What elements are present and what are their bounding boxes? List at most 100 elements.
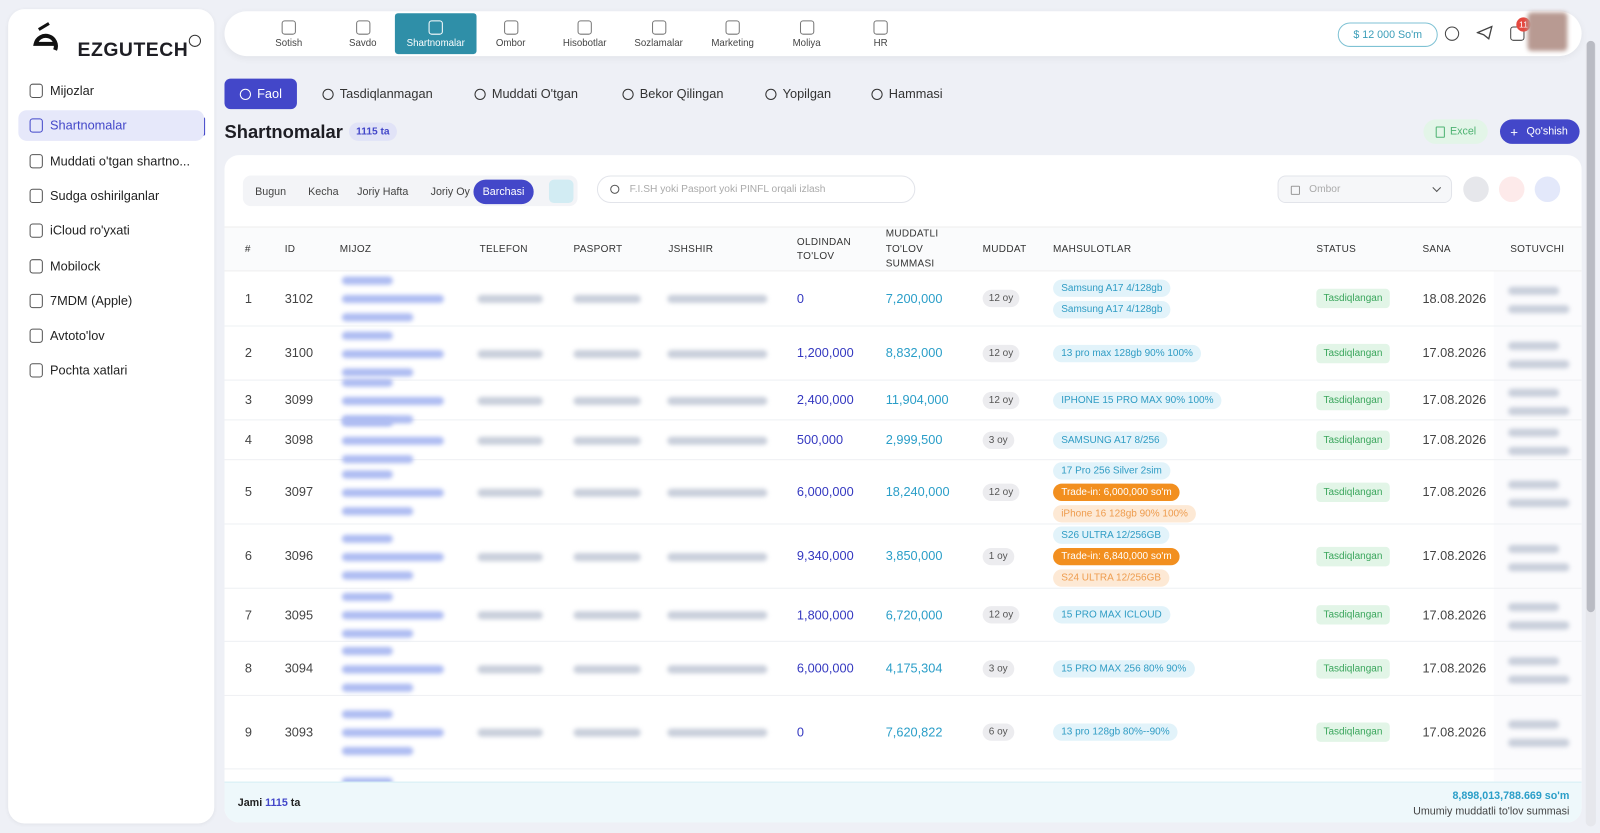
status-tab[interactable]: Faol <box>224 78 298 110</box>
menu-item[interactable]: Pochta xatlari <box>18 355 204 386</box>
table-row[interactable]: 2 3100 1,200,000 8,832,000 12 oy 13 pro max 1… <box>224 327 1582 381</box>
search-placeholder: F.I.SH yoki Pasport yoki PINFL orqali iz… <box>629 183 826 195</box>
menu-item[interactable]: Shartnomalar <box>18 110 205 142</box>
telegram-icon[interactable] <box>1476 25 1493 40</box>
trade-in-tag: Trade-in: 6,840,000 so'm <box>1053 547 1180 565</box>
theme-toggle[interactable] <box>1444 26 1460 41</box>
nav-label: Sozlamalar <box>634 37 683 49</box>
redacted-text <box>341 378 393 387</box>
icon <box>29 328 43 343</box>
contract-date: 17.08.2026 <box>1422 548 1487 564</box>
table-row[interactable]: 6 3096 9,340,000 3,850,000 1 oy S26 ULTRA 12/… <box>224 524 1582 589</box>
term-cell: 6 oy <box>982 696 1014 768</box>
products-cell: IPHONE 15 PRO MAX 90% 100% <box>1053 381 1222 420</box>
status-badge: Tasdiqlangan <box>1316 430 1390 450</box>
installment-amount: 2,999,500 <box>885 432 943 447</box>
contract-date: 17.08.2026 <box>1422 607 1487 622</box>
nav-item[interactable]: Marketing <box>692 13 774 54</box>
contract-date: 17.08.2026 <box>1422 432 1487 447</box>
refresh-button[interactable] <box>1534 176 1561 203</box>
redacted-text <box>341 611 444 620</box>
status-cell: Tasdiqlangan <box>1316 589 1390 641</box>
redacted-text <box>1508 446 1570 455</box>
status-tab[interactable]: Bekor Qilingan <box>607 79 739 110</box>
prepayment: 1,200,000 <box>796 345 854 361</box>
nav-item[interactable]: Sotish <box>248 13 330 54</box>
menu-item[interactable]: iCloud ro'yxati <box>18 215 204 246</box>
period-option[interactable]: Joriy Hafta <box>357 185 409 198</box>
redacted-text <box>1508 656 1560 665</box>
menu-item[interactable]: Sudga oshirilganlar <box>18 180 204 211</box>
table-row[interactable]: 7 3095 1,800,000 6,720,000 12 oy 15 PRO MAX I… <box>224 589 1582 642</box>
term: 3 oy <box>982 431 1014 449</box>
status-tab[interactable]: Yopilgan <box>750 79 846 110</box>
add-button[interactable]: + Qo'shish <box>1499 119 1580 144</box>
table-row[interactable]: 5 3097 6,000,000 18,240,000 12 oy 17 Pro 256 … <box>224 460 1582 525</box>
status-tab[interactable]: Tasdiqlanmagan <box>307 79 448 110</box>
column-header: MAHSULOTLAR <box>1053 243 1132 255</box>
clear-button[interactable] <box>1498 176 1525 203</box>
icon <box>29 118 43 133</box>
nav-item[interactable]: HR <box>840 13 922 54</box>
footer-label: Jami <box>237 796 263 810</box>
table-row[interactable]: 3 3099 2,400,000 11,904,000 12 oy IPHONE 15 P… <box>224 378 1582 423</box>
period-option[interactable]: Barchasi <box>473 179 534 205</box>
tab-label: Tasdiqlanmagan <box>339 86 433 102</box>
contract-date: 17.08.2026 <box>1422 345 1487 361</box>
menu-item[interactable]: 7MDM (Apple) <box>18 286 204 317</box>
status-cell: Tasdiqlangan <box>1316 271 1390 325</box>
redacted-text <box>667 349 768 358</box>
period-option[interactable]: Joriy Oy <box>430 185 470 198</box>
menu-item[interactable]: Avtoto'lov <box>18 321 204 352</box>
redacted-text <box>341 592 393 602</box>
icon <box>355 20 370 35</box>
row-number: 3 <box>244 392 252 408</box>
menu-item[interactable]: Mobilock <box>18 251 204 282</box>
avatar[interactable] <box>1527 12 1568 52</box>
contract-date: 18.08.2026 <box>1422 291 1487 306</box>
search-input[interactable]: F.I.SH yoki Pasport yoki PINFL orqali iz… <box>596 175 916 204</box>
nav-item[interactable]: Shartnomalar <box>394 13 477 55</box>
menu-item[interactable]: Mijozlar <box>18 76 204 107</box>
redacted-text <box>573 664 641 673</box>
warehouse-placeholder: Ombor <box>1309 183 1341 195</box>
redacted-text <box>477 488 543 497</box>
collapse-button[interactable] <box>188 34 202 47</box>
nav-item[interactable]: Hisobotlar <box>544 13 626 54</box>
column-header: PASPORT <box>573 243 623 255</box>
nav-label: Moliya <box>792 37 821 49</box>
period-option[interactable]: Kecha <box>308 185 339 198</box>
status-tab[interactable]: Hammasi <box>856 79 958 110</box>
table-row[interactable]: 1 3102 0 7,200,000 12 oy Samsung A17 4/128gb S… <box>224 271 1582 327</box>
status-cell: Tasdiqlangan <box>1316 642 1390 695</box>
icon <box>239 88 252 100</box>
table-row[interactable]: 8 3094 6,000,000 4,175,304 3 oy 15 PRO MAX 25… <box>224 642 1582 696</box>
column-header: OLDINDAN TO'LOV <box>796 236 852 263</box>
calendar-button[interactable] <box>548 179 574 204</box>
nav-item[interactable]: Sozlamalar <box>618 13 700 54</box>
table-row[interactable]: 4 3098 500,000 2,999,500 3 oy SAMSUNG A17 8/2… <box>224 417 1582 463</box>
period-option[interactable]: Bugun <box>255 185 287 198</box>
redacted-text <box>1508 388 1560 397</box>
redacted-text <box>1508 480 1560 489</box>
row-number: 6 <box>244 548 252 564</box>
excel-button[interactable]: Excel <box>1423 119 1488 144</box>
status-tab[interactable]: Muddati O'tgan <box>459 79 593 110</box>
nav-item[interactable]: Ombor <box>470 13 552 54</box>
logo <box>33 22 58 51</box>
redacted-text <box>1508 286 1560 295</box>
status-badge: Tasdiqlangan <box>1316 605 1390 625</box>
warehouse-select[interactable]: Ombor <box>1277 175 1453 204</box>
column-header: TELEFON <box>479 243 528 255</box>
table-row[interactable]: 9 3093 0 7,620,822 6 oy 13 pro 128gb 80%--90%… <box>224 696 1582 770</box>
redacted-text <box>341 436 444 445</box>
filter-button[interactable] <box>1463 176 1489 203</box>
contract-id: 3094 <box>284 661 314 676</box>
nav-item[interactable]: Savdo <box>322 13 404 54</box>
balance[interactable]: $ 12 000 So'm <box>1337 22 1438 47</box>
nav-item[interactable]: Moliya <box>766 13 848 54</box>
status-cell: Tasdiqlangan <box>1316 696 1390 768</box>
redacted-text <box>573 396 641 405</box>
menu-item[interactable]: Muddati o'tgan shartno... <box>18 146 204 177</box>
